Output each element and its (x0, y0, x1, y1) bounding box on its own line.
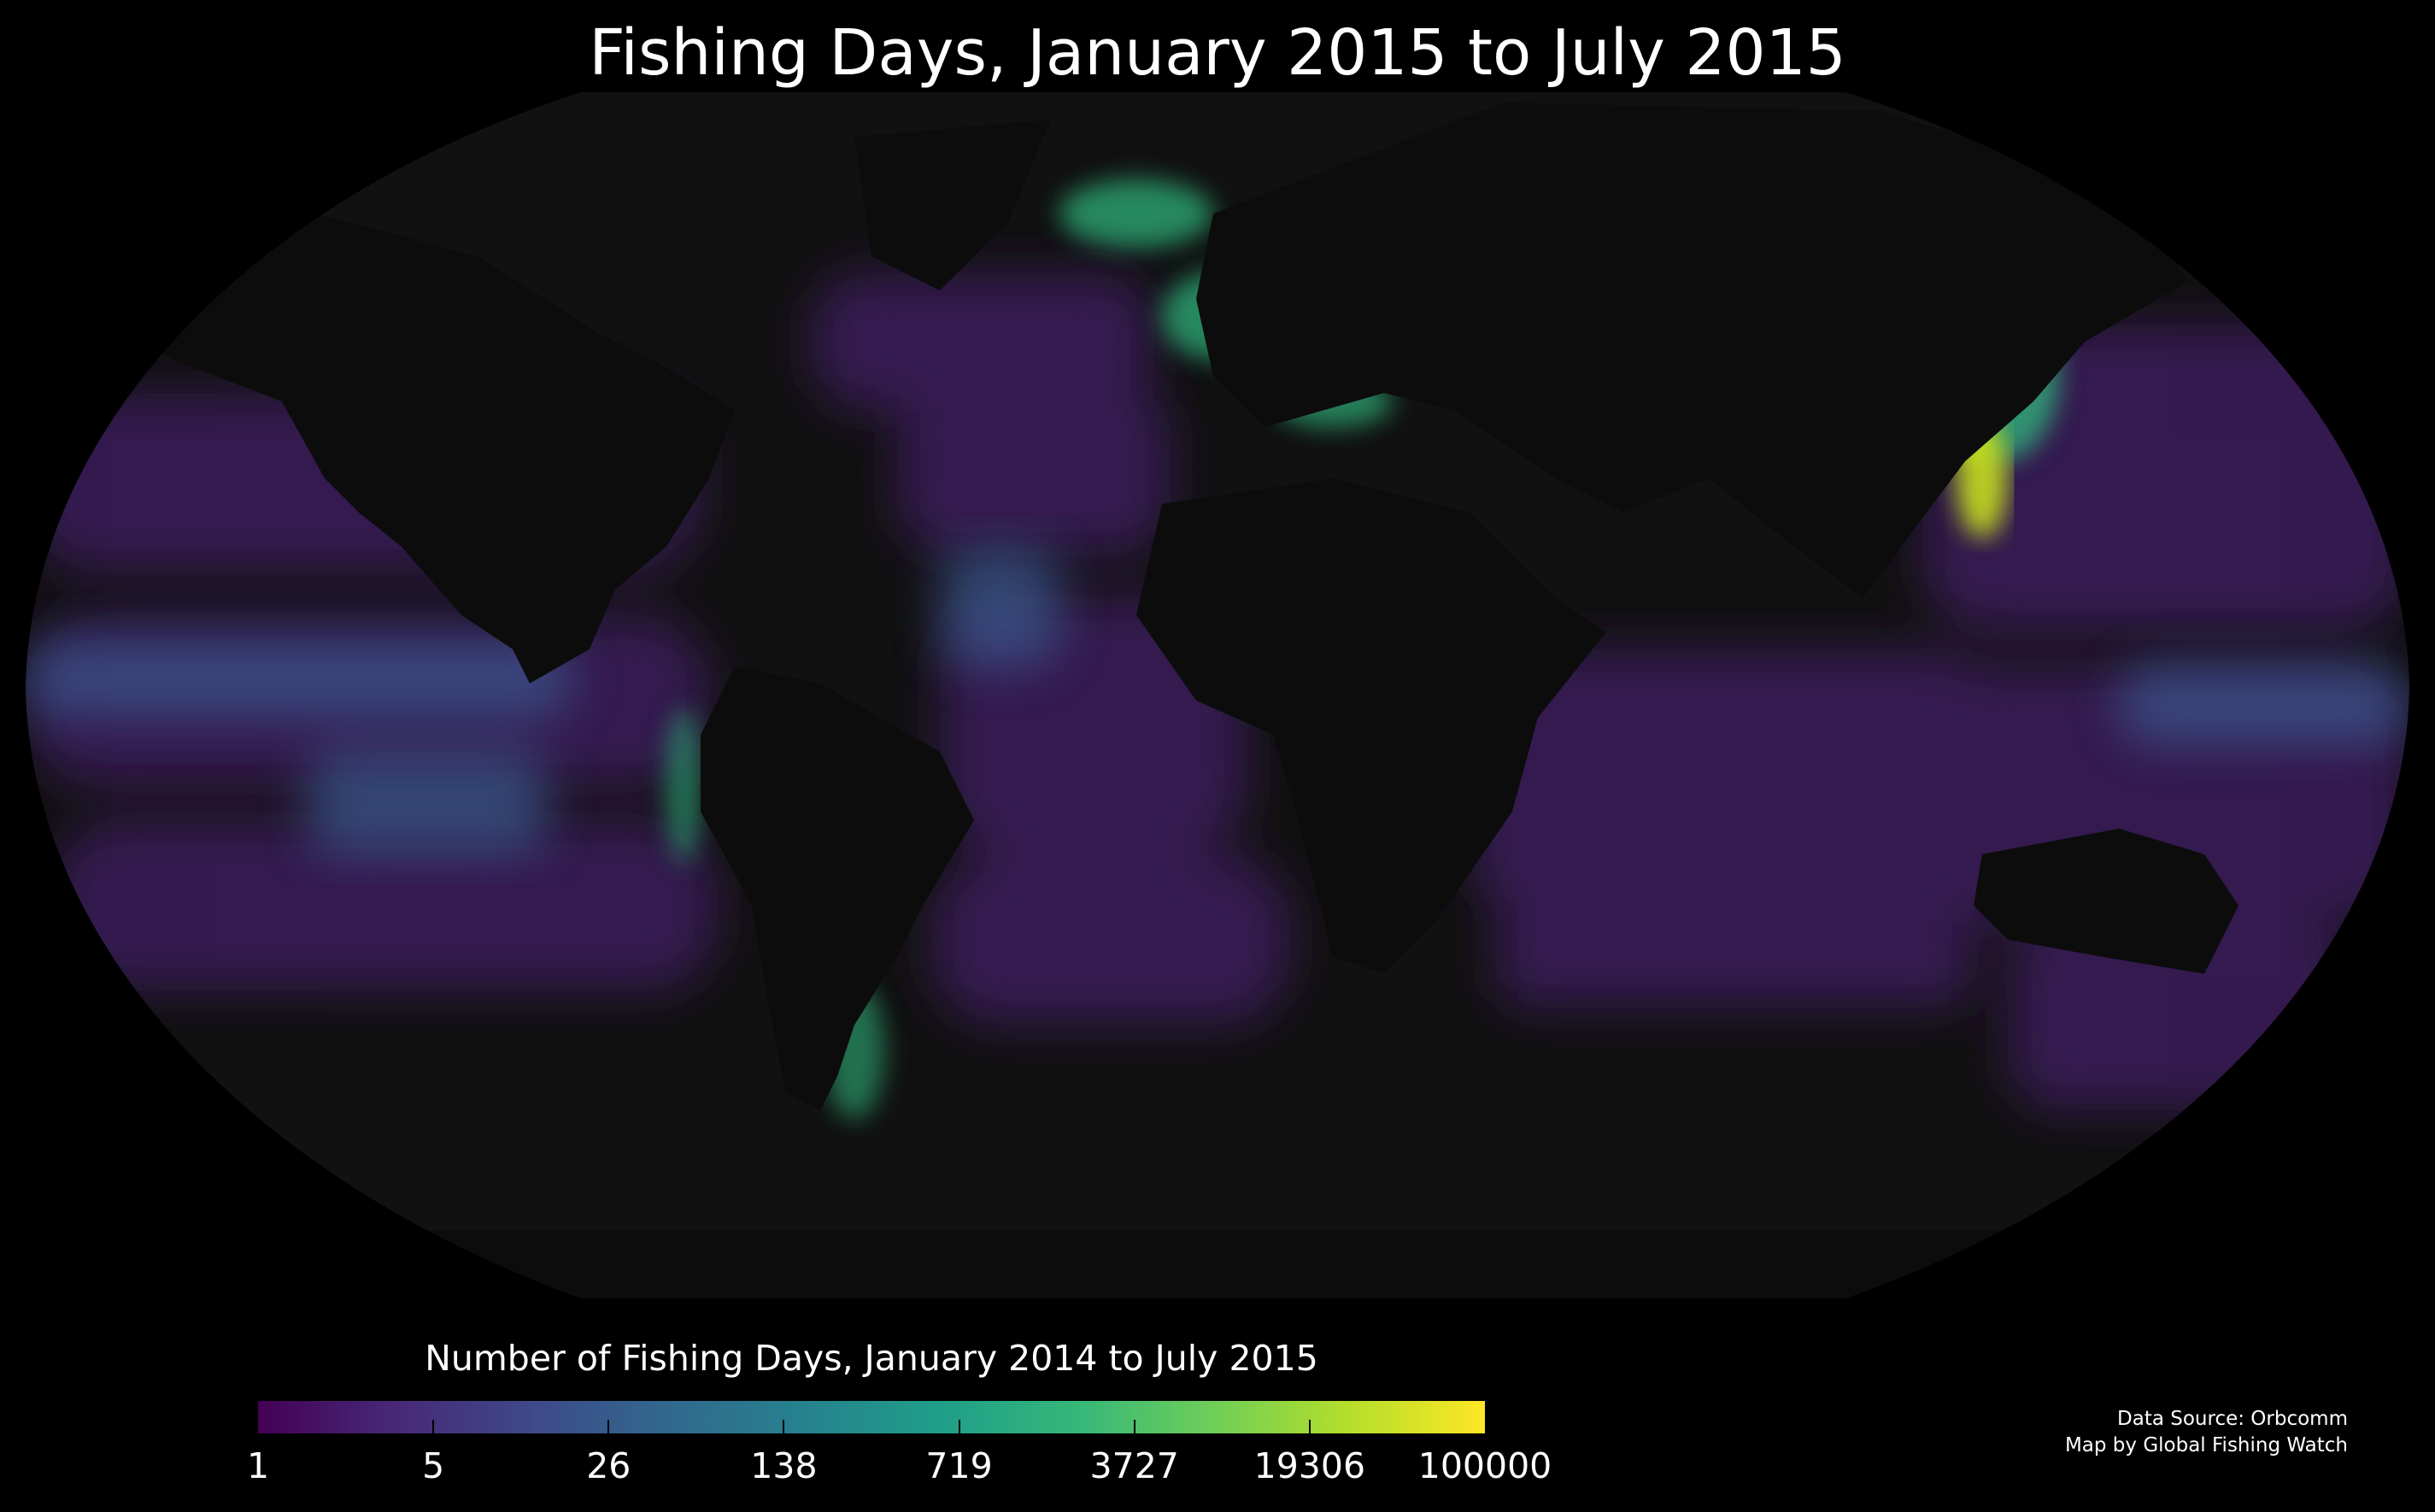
north-america (103, 205, 735, 683)
colorbar-tick-label: 100000 (1417, 1445, 1552, 1486)
author-credit: Map by Global Fishing Watch (2064, 1434, 2348, 1456)
colorbar-tick-label: 1 (246, 1445, 270, 1486)
fishing-activity-medium (26, 547, 2409, 854)
data-source-credit: Data Source: Orbcomm (2117, 1408, 2348, 1430)
eurasia (1196, 103, 2187, 598)
colorbar (258, 1401, 1485, 1433)
colorbar-tick-label: 26 (586, 1445, 631, 1486)
greenland (854, 120, 1051, 290)
south-america (701, 666, 974, 1111)
map-title: Fishing Days, January 2015 to July 2015 (589, 16, 1846, 90)
colorbar-tick-label: 5 (422, 1445, 445, 1486)
colorbar-tick-label: 19306 (1253, 1445, 1366, 1486)
colorbar-tick-mark (783, 1420, 785, 1433)
colorbar-tick-label: 719 (925, 1445, 993, 1486)
colorbar-tick-mark (607, 1420, 610, 1433)
land-masses (26, 103, 2409, 1298)
credits: Data Source: Orbcomm Map by Global Fishi… (2065, 1406, 2348, 1459)
australia (1974, 829, 2238, 974)
colorbar-tick-mark (1308, 1420, 1311, 1433)
africa (1136, 478, 1606, 974)
colorbar-tick-mark (958, 1420, 960, 1433)
colorbar-tick-mark (432, 1420, 435, 1433)
colorbar-tick-mark (1133, 1420, 1135, 1433)
colorbar-title: Number of Fishing Days, January 2014 to … (425, 1338, 1318, 1379)
colorbar-tick-label: 3727 (1089, 1445, 1179, 1486)
colorbar-tick-label: 138 (750, 1445, 818, 1486)
